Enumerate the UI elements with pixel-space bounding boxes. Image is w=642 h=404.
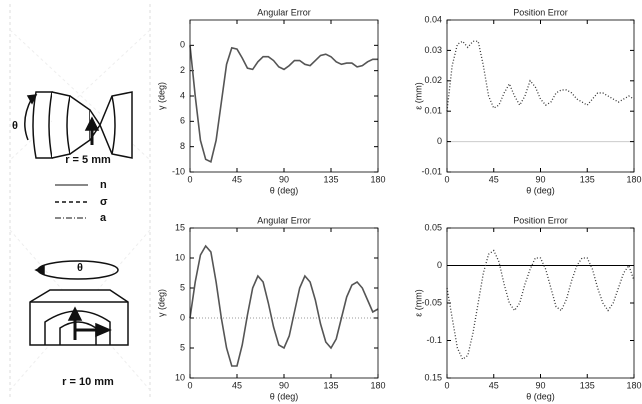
y-tick-label: 0.02 bbox=[424, 75, 442, 85]
y-tick-label: 0.05 bbox=[424, 222, 442, 232]
y-axis-label: ε (mm) bbox=[413, 82, 423, 110]
x-tick-label: 135 bbox=[580, 380, 595, 390]
plot-area bbox=[189, 227, 379, 379]
axes-box bbox=[446, 227, 635, 379]
x-tick-label: 180 bbox=[626, 174, 641, 184]
y-tick-label: 10 bbox=[175, 252, 185, 262]
data-line bbox=[189, 45, 378, 164]
x-axis-label: θ (deg) bbox=[526, 391, 555, 401]
y-tick-label: 0 bbox=[437, 136, 442, 146]
x-tick-label: 90 bbox=[279, 174, 289, 184]
y-tick-label: -0.1 bbox=[426, 335, 442, 345]
y-tick-label: 0 bbox=[180, 312, 185, 322]
x-axis-label: θ (deg) bbox=[270, 391, 299, 401]
block-diagram bbox=[29, 260, 129, 346]
x-tick-label: 45 bbox=[232, 174, 242, 184]
x-tick-label: 0 bbox=[187, 174, 192, 184]
axes-box bbox=[446, 19, 635, 173]
y-tick-label: 0.04 bbox=[424, 14, 442, 24]
y-tick-label: 5 bbox=[180, 282, 185, 292]
bottom-radius-label: r = 10 mm bbox=[62, 376, 114, 388]
spool-diagram bbox=[24, 91, 133, 159]
y-tick-label: 2 bbox=[180, 65, 185, 75]
top-radius-label: r = 5 mm bbox=[65, 154, 111, 166]
y-tick-label: 0.01 bbox=[424, 106, 442, 116]
x-tick-label: 0 bbox=[444, 380, 449, 390]
x-tick-label: 135 bbox=[323, 380, 338, 390]
data-line bbox=[189, 244, 379, 367]
x-tick-label: 45 bbox=[489, 380, 499, 390]
y-tick-label: -0.05 bbox=[421, 297, 442, 307]
data-line bbox=[446, 40, 635, 112]
y-axis-label: γ (deg) bbox=[156, 289, 166, 317]
plot-area bbox=[446, 19, 635, 173]
y-tick-label: 0.03 bbox=[424, 45, 442, 55]
y-axis-label: ε (mm) bbox=[413, 289, 423, 317]
diagram-panel: θ r = 5 mm n σ a θ r = 10 mm bbox=[9, 4, 151, 400]
legend-label: n bbox=[100, 179, 107, 191]
x-tick-label: 180 bbox=[370, 174, 385, 184]
x-tick-label: 135 bbox=[580, 174, 595, 184]
plot-area bbox=[446, 227, 635, 379]
x-tick-label: 45 bbox=[232, 380, 242, 390]
x-tick-label: 180 bbox=[370, 380, 385, 390]
x-tick-label: 45 bbox=[489, 174, 499, 184]
y-tick-label: 10 bbox=[175, 372, 185, 382]
legend-label: σ bbox=[100, 196, 108, 208]
y-tick-label: 0 bbox=[180, 40, 185, 50]
y-tick-label: -0.01 bbox=[421, 166, 442, 176]
axes-box bbox=[189, 19, 379, 173]
chart-title: Position Error bbox=[513, 215, 568, 225]
x-tick-label: 0 bbox=[444, 174, 449, 184]
y-tick-label: 15 bbox=[175, 222, 185, 232]
x-tick-label: 0 bbox=[187, 380, 192, 390]
x-tick-label: 90 bbox=[535, 380, 545, 390]
y-tick-label: -10 bbox=[172, 166, 185, 176]
x-tick-label: 180 bbox=[626, 380, 641, 390]
data-line bbox=[446, 249, 635, 361]
y-tick-label: 5 bbox=[180, 342, 185, 352]
y-tick-label: 4 bbox=[180, 90, 185, 100]
plot-area bbox=[189, 20, 379, 173]
axes-box bbox=[189, 227, 379, 379]
x-axis-label: θ (deg) bbox=[526, 185, 555, 195]
chart-title: Angular Error bbox=[257, 215, 311, 225]
x-tick-label: 135 bbox=[323, 174, 338, 184]
legend-label: a bbox=[100, 212, 107, 224]
y-axis-label: γ (deg) bbox=[156, 82, 166, 110]
x-axis-label: θ (deg) bbox=[270, 185, 299, 195]
y-tick-label: 8 bbox=[180, 141, 185, 151]
y-tick-label: 0 bbox=[437, 260, 442, 270]
top-angle-label: θ bbox=[12, 120, 18, 132]
chart-title: Position Error bbox=[513, 7, 568, 17]
y-tick-label: 0.15 bbox=[424, 372, 442, 382]
bottom-angle-label: θ bbox=[77, 262, 83, 274]
x-tick-label: 90 bbox=[279, 380, 289, 390]
y-tick-label: 6 bbox=[180, 116, 185, 126]
chart-title: Angular Error bbox=[257, 7, 311, 17]
x-tick-label: 90 bbox=[535, 174, 545, 184]
